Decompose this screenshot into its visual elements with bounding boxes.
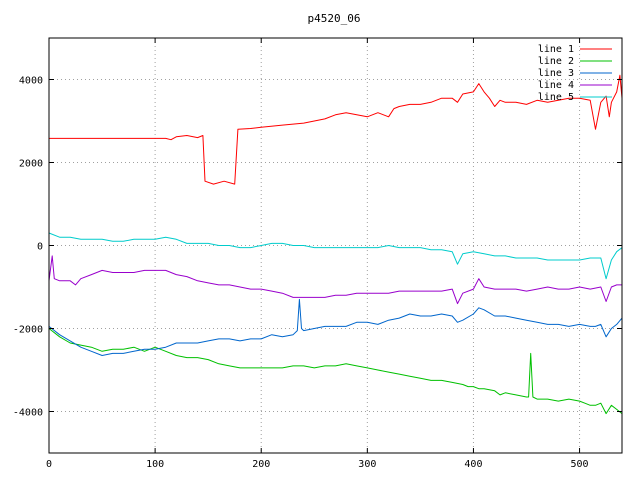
series-line-4 — [48, 255, 622, 305]
y-tick-label: -2000 — [13, 325, 43, 336]
x-tick-label: 100 — [146, 459, 164, 470]
chart-title: p4520_06 — [308, 12, 361, 25]
legend-label-5: line 5 — [538, 92, 574, 103]
legend-label-3: line 3 — [538, 68, 574, 79]
series-line-1 — [49, 74, 623, 185]
y-tick-label: 2000 — [19, 159, 43, 170]
x-tick-label: 0 — [46, 459, 52, 470]
legend-label-2: line 2 — [538, 56, 574, 67]
series-lines — [48, 74, 623, 415]
x-tick-label: 300 — [358, 459, 376, 470]
legend-label-1: line 1 — [538, 44, 574, 55]
series-line-2 — [48, 328, 623, 415]
x-tick-label: 400 — [464, 459, 482, 470]
y-tick-label: 0 — [37, 242, 43, 253]
y-tick-label: 4000 — [19, 76, 43, 87]
x-tick-label: 500 — [571, 459, 589, 470]
y-tick-label: -4000 — [13, 408, 43, 419]
axis-ticks: 0 100 200 300 400 500 -4000 -2000 0 2000 4000 — [13, 38, 622, 470]
x-tick-label: 200 — [252, 459, 270, 470]
series-line-3 — [48, 298, 623, 356]
legend-label-4: line 4 — [538, 80, 574, 91]
series-line-5 — [48, 232, 623, 280]
